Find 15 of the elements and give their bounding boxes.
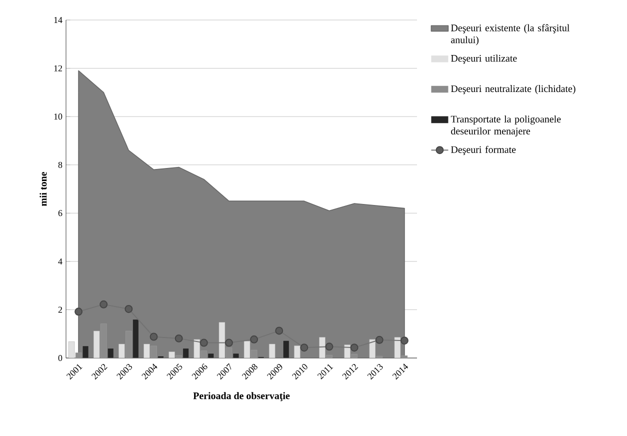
- x-axis-title: Perioada de observaţie: [193, 392, 290, 402]
- legend-label: Deşeuri neutralizate (lichidate): [451, 85, 576, 94]
- y-tick-label: 2: [58, 306, 62, 313]
- y-tick-label: 6: [58, 210, 62, 216]
- y-axis-title: mii tone: [40, 172, 47, 206]
- legend-label: Deşeuri utilizate: [451, 54, 517, 64]
- y-tick-label: 12: [54, 65, 62, 72]
- legend-label: Deşeuri formate: [451, 146, 516, 155]
- legend-label: Transportate la poligoanele deseurilor menajere: [450, 115, 561, 136]
- y-tick-label: 14: [54, 17, 62, 23]
- y-tick-label: 10: [54, 114, 62, 120]
- y-tick-label: 8: [58, 162, 62, 168]
- y-tick-label: 0: [58, 354, 62, 362]
- legend-label: Deşeuri existente (la sfârşitul anului): [451, 24, 570, 46]
- y-tick-label: 4: [58, 258, 62, 264]
